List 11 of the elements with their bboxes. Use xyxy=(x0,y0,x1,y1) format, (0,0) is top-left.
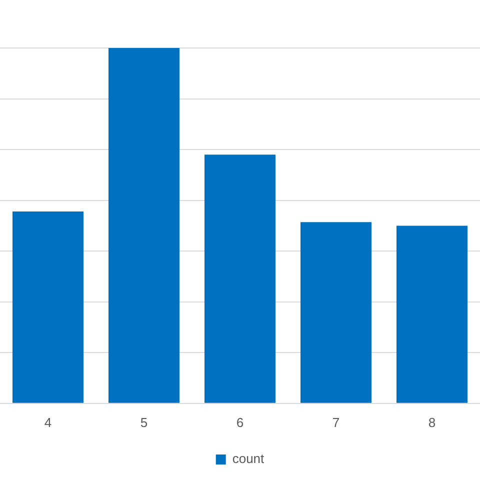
bar xyxy=(12,211,84,403)
x-tick-label: 6 xyxy=(236,414,244,430)
bar xyxy=(300,222,372,403)
x-tick-label: 7 xyxy=(332,414,340,430)
x-tick-label: 8 xyxy=(428,414,436,430)
bar xyxy=(396,226,468,403)
bar xyxy=(108,48,180,403)
bar xyxy=(204,154,276,403)
legend-label: count xyxy=(232,451,265,466)
x-tick-label: 4 xyxy=(44,414,52,430)
x-tick-label: 5 xyxy=(140,414,148,430)
